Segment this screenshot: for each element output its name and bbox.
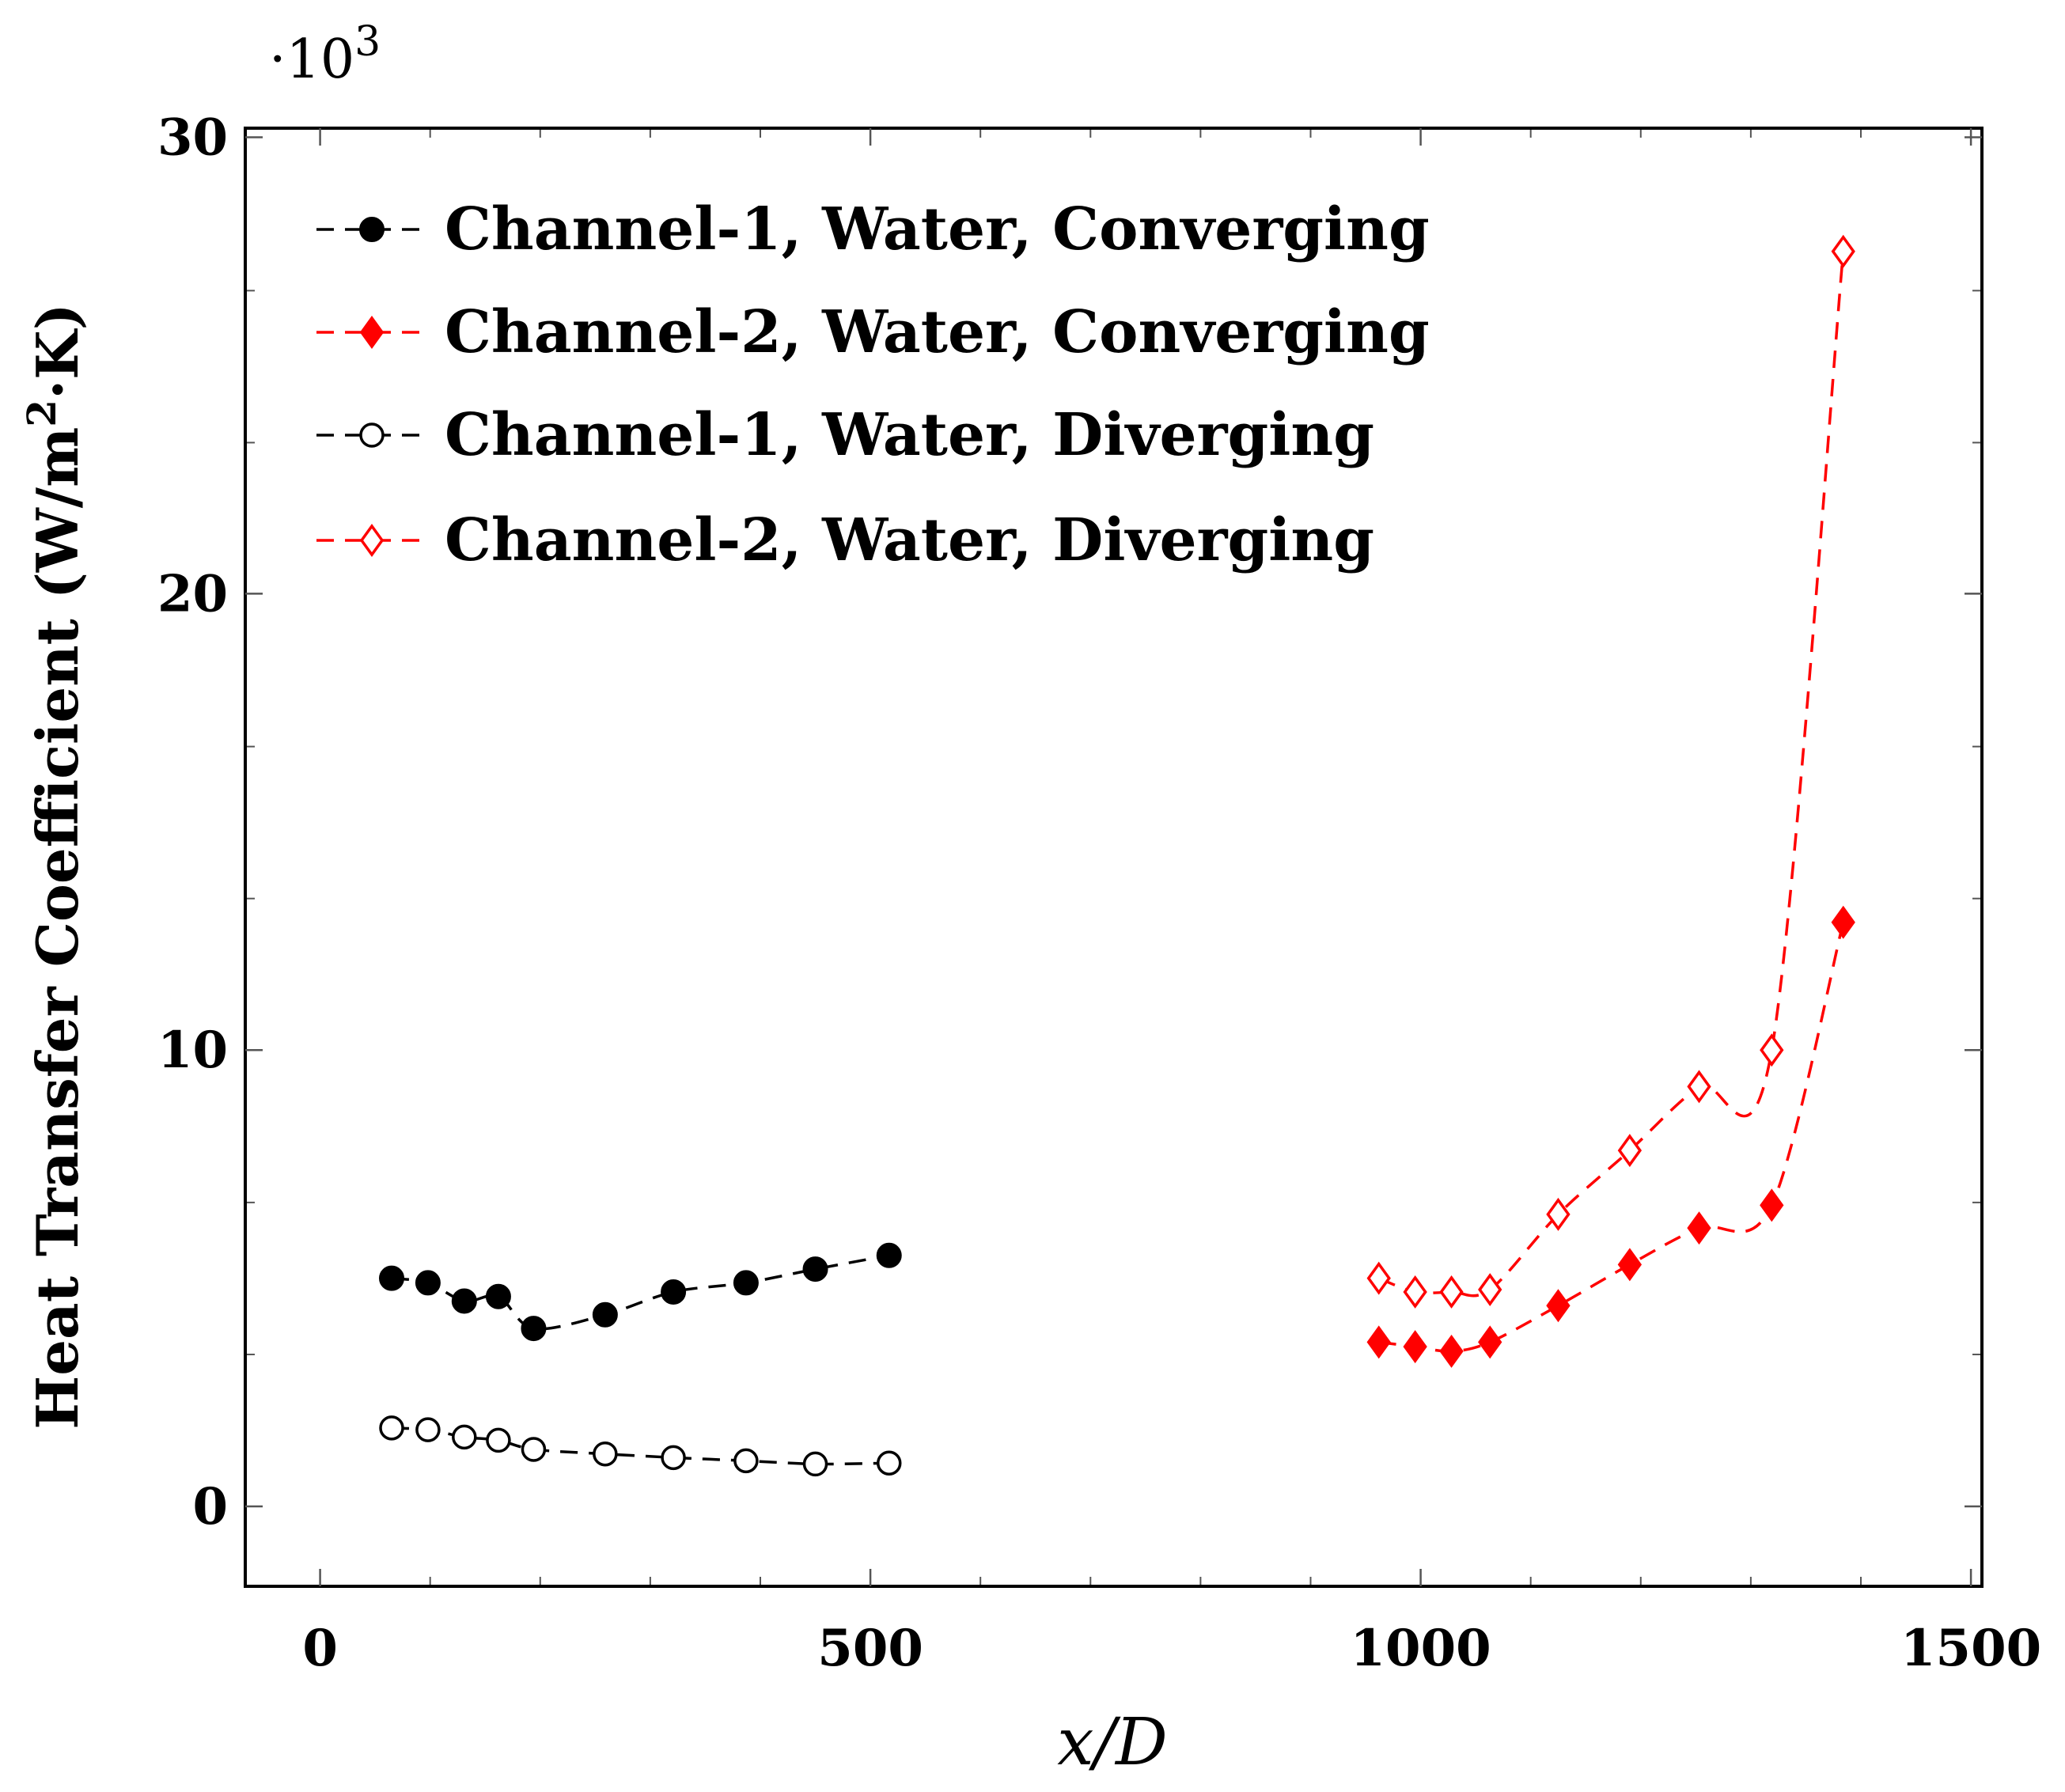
data-point-series-2 — [1760, 1188, 1784, 1222]
y-axis-multiplier-prefix: ·10 — [269, 28, 354, 91]
data-point-series-1 — [415, 1270, 441, 1296]
x-tick-label: 500 — [817, 1619, 923, 1678]
y-axis-multiplier: ·103 — [269, 18, 381, 91]
data-point-series-1 — [379, 1265, 405, 1291]
legend: Channel-1, Water, Converging Channel-2, W… — [316, 195, 1430, 574]
data-point-series-3 — [733, 1448, 759, 1474]
y-tick-label: 30 — [157, 108, 228, 168]
data-point-series-3 — [876, 1450, 902, 1476]
data-point-series-4 — [1366, 1261, 1391, 1295]
y-axis-title-sup: 2 — [18, 400, 65, 427]
y-axis-title-main: Heat Transfer Coefficient (W/m — [24, 427, 91, 1430]
plot-frame — [244, 127, 1984, 1588]
legend-label-2: Channel-2, Water, Converging — [445, 298, 1430, 366]
data-point-series-1 — [451, 1288, 477, 1314]
y-tick-label: 10 — [157, 1021, 228, 1080]
data-point-series-1 — [802, 1256, 828, 1282]
y-tick-label: 20 — [157, 564, 228, 623]
legend-label-1: Channel-1, Water, Converging — [445, 195, 1430, 263]
y-axis-multiplier-exp: 3 — [354, 18, 381, 66]
data-point-series-2 — [1478, 1325, 1502, 1359]
data-point-series-1 — [485, 1283, 511, 1309]
data-point-series-1 — [521, 1316, 547, 1342]
y-tick-labels: 0 10 20 30 — [157, 108, 228, 1537]
y-axis-title: Heat Transfer Coefficient (W/m2·K) — [18, 303, 91, 1430]
data-point-series-1 — [876, 1242, 902, 1268]
data-point-series-2 — [1687, 1211, 1711, 1245]
y-tick-label: 0 — [192, 1477, 228, 1536]
x-axis-title: x/D — [1057, 1705, 1168, 1780]
legend-marker-4 — [359, 524, 385, 557]
legend-label-3: Channel-1, Water, Diverging — [445, 401, 1374, 469]
data-point-series-4 — [1439, 1275, 1464, 1309]
y-axis-title-end: ·K) — [24, 303, 91, 400]
data-point-series-2 — [1403, 1330, 1427, 1364]
x-tick-label: 0 — [302, 1619, 338, 1678]
data-point-series-3 — [802, 1451, 828, 1477]
data-point-series-3 — [593, 1441, 618, 1467]
data-point-series-1 — [592, 1301, 618, 1328]
data-point-series-4 — [1831, 234, 1855, 268]
series-markers — [379, 234, 1855, 1477]
major-ticks — [245, 128, 1982, 1586]
legend-marker-2 — [359, 316, 385, 349]
data-point-series-4 — [1687, 1070, 1711, 1104]
data-point-series-2 — [1617, 1248, 1643, 1282]
data-point-series-2 — [1546, 1289, 1571, 1323]
legend-marker-3 — [359, 422, 385, 448]
x-tick-labels: 0 500 1000 1500 — [302, 1619, 2041, 1678]
data-point-series-3 — [452, 1424, 477, 1450]
data-point-series-4 — [1546, 1197, 1571, 1231]
data-point-series-4 — [1478, 1273, 1502, 1307]
x-tick-label: 1500 — [1900, 1619, 2041, 1678]
data-point-series-3 — [661, 1445, 686, 1471]
series-line-4 — [1378, 251, 1845, 1298]
data-point-series-2 — [1366, 1325, 1391, 1359]
data-point-series-3 — [415, 1417, 441, 1442]
legend-marker-1 — [359, 217, 385, 242]
data-point-series-3 — [521, 1437, 547, 1462]
data-point-series-3 — [486, 1427, 511, 1453]
legend-label-4: Channel-2, Water, Diverging — [445, 506, 1374, 574]
data-point-series-2 — [1831, 905, 1855, 939]
x-tick-label: 1000 — [1351, 1619, 1491, 1678]
data-point-series-4 — [1403, 1275, 1427, 1309]
data-point-series-4 — [1760, 1033, 1784, 1067]
data-point-series-3 — [379, 1415, 404, 1441]
data-point-series-4 — [1617, 1134, 1643, 1168]
data-point-series-1 — [661, 1279, 687, 1305]
data-point-series-1 — [733, 1270, 759, 1296]
data-point-series-2 — [1439, 1334, 1464, 1368]
